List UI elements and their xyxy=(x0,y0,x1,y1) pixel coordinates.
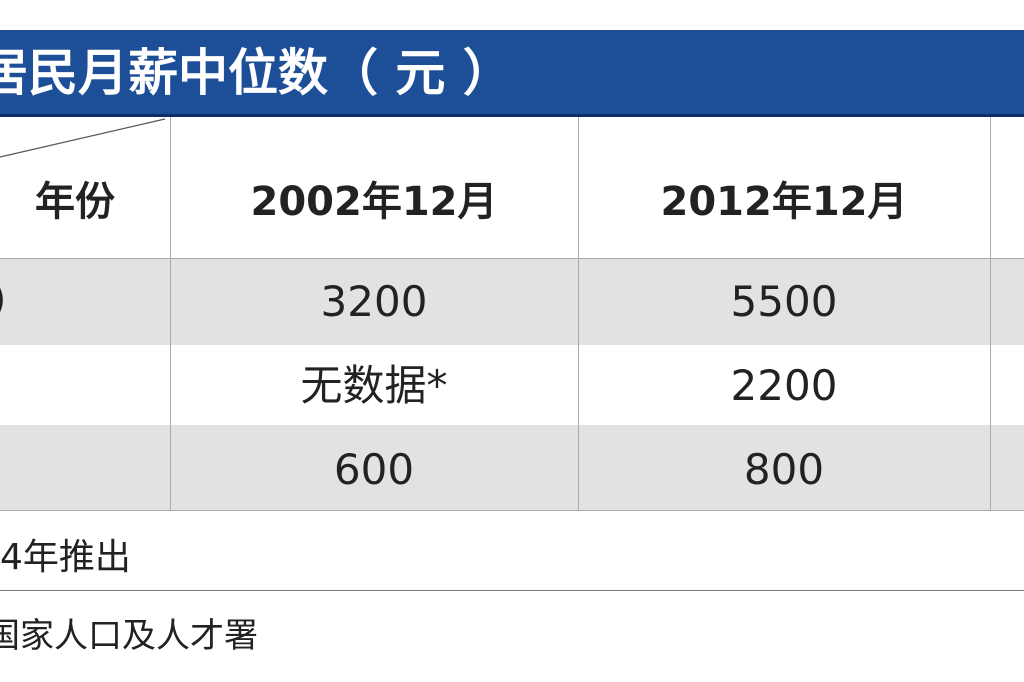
cell: 无数据* xyxy=(300,361,448,410)
title-bar xyxy=(0,30,1024,117)
column-header: 2002年12月 xyxy=(250,179,498,225)
diagonal xyxy=(0,118,166,158)
source: 国家人口及人才署 xyxy=(0,616,258,656)
cell: 800 xyxy=(743,445,825,494)
row-line xyxy=(0,258,1024,259)
cell: 5500 xyxy=(730,277,838,326)
row-line xyxy=(0,510,1024,511)
title: 居民月薪中位数（ 元 ） xyxy=(0,44,513,102)
col-line xyxy=(578,117,579,510)
cell: 600 xyxy=(333,445,415,494)
cell: 2200 xyxy=(730,361,838,410)
rule xyxy=(0,590,1024,591)
row-label: ） xyxy=(0,260,32,344)
footnote: 4年推出 xyxy=(0,537,131,578)
col-line xyxy=(170,117,171,510)
corner-label: 年份 xyxy=(35,179,115,225)
cell: 3200 xyxy=(320,277,428,326)
column-header: 2012年12月 xyxy=(660,179,908,225)
col-line xyxy=(990,117,991,510)
